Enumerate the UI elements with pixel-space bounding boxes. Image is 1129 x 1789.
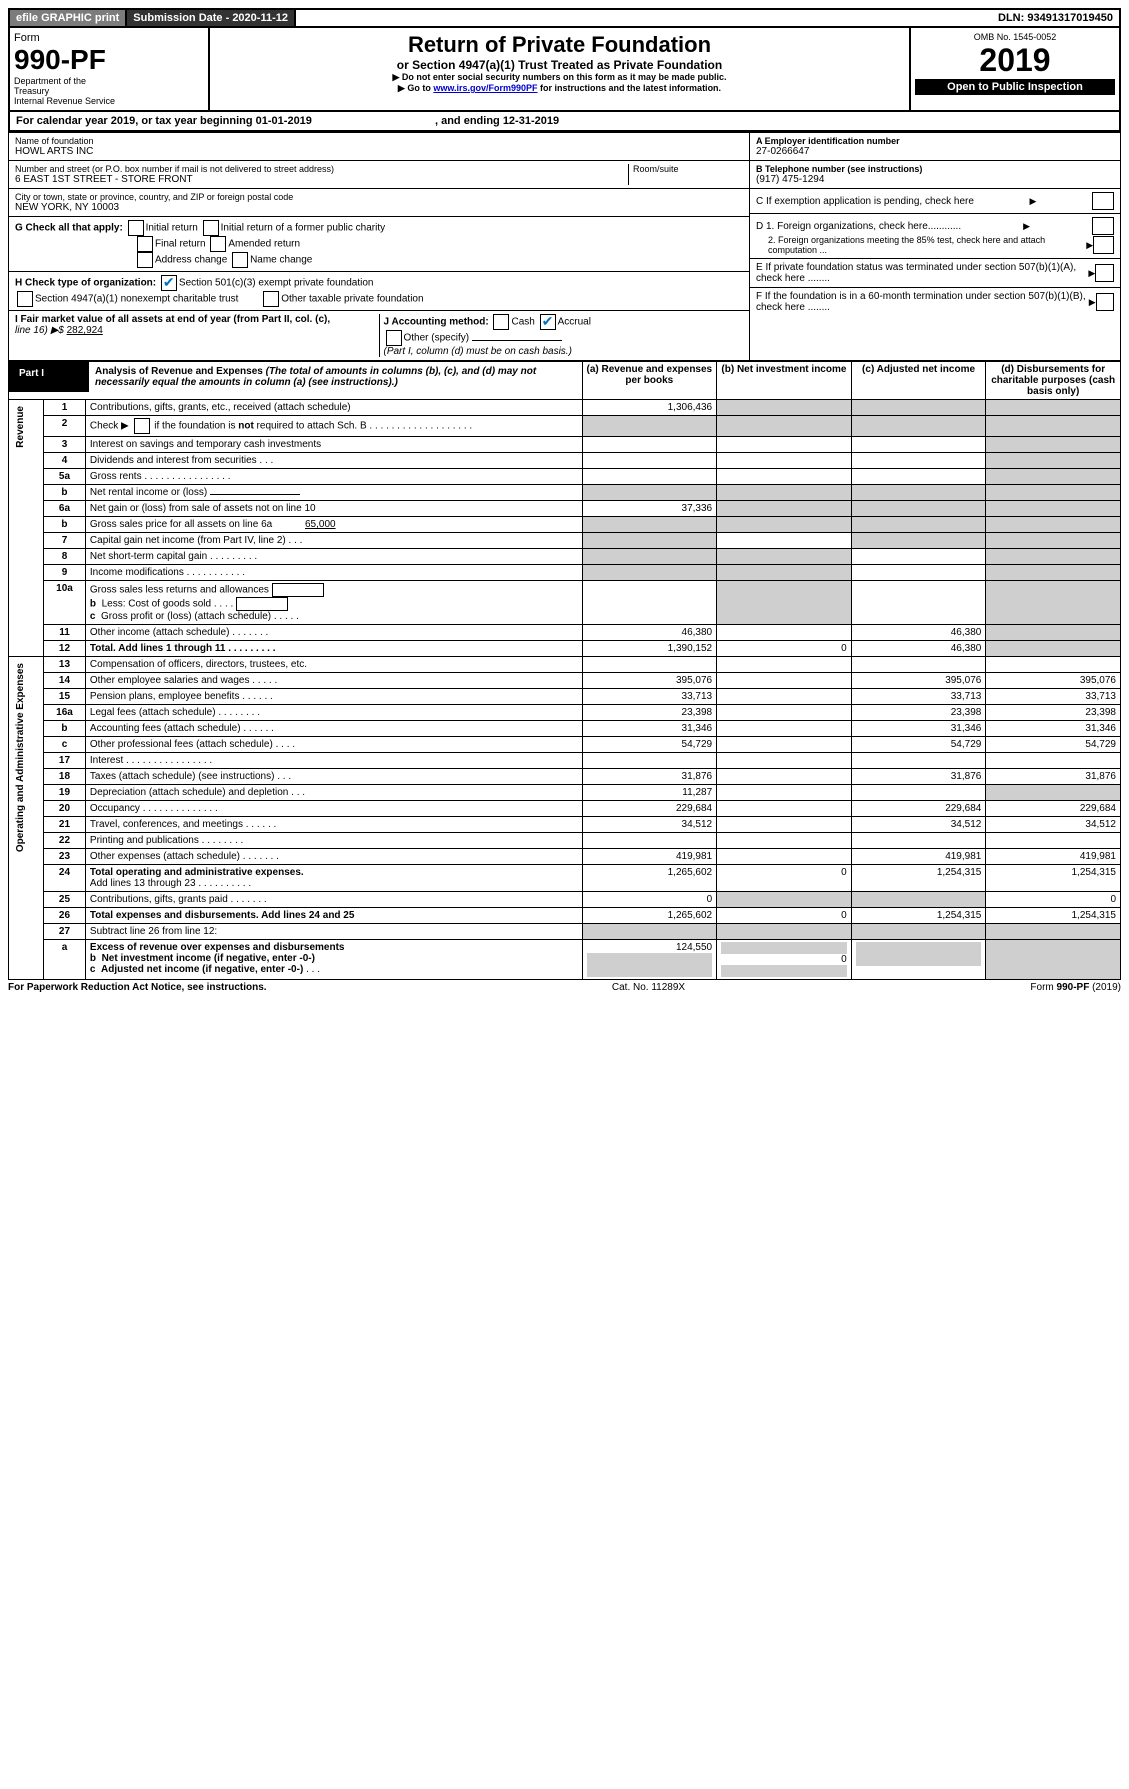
form-header: Form 990-PF Department of the Treasury I… — [8, 28, 1121, 112]
f-label: F If the foundation is in a 60-month ter… — [756, 291, 1089, 313]
cb-addr[interactable] — [137, 252, 153, 268]
col-c: (c) Adjusted net income — [851, 362, 986, 400]
dept-3: Internal Revenue Service — [14, 96, 204, 106]
col-a: (a) Revenue and expenses per books — [582, 362, 717, 400]
cb-cash[interactable] — [493, 314, 509, 330]
dept-1: Department of the — [14, 76, 204, 86]
col-b: (b) Net investment income — [717, 362, 852, 400]
top-bar: efile GRAPHIC print Submission Date - 20… — [8, 8, 1121, 28]
warn-1: ▶ Do not enter social security numbers o… — [220, 72, 899, 83]
calendar-year-row: For calendar year 2019, or tax year begi… — [8, 112, 1121, 132]
part1-label: Part I — [9, 362, 89, 392]
name-label: Name of foundation — [15, 136, 743, 146]
cb-d2[interactable] — [1093, 236, 1114, 254]
form-label: Form — [14, 32, 204, 44]
cb-initial-former[interactable] — [203, 220, 219, 236]
addr-value: 6 EAST 1ST STREET - STORE FRONT — [15, 174, 628, 185]
part1-table: Part I Analysis of Revenue and Expenses … — [8, 361, 1121, 980]
efile-btn[interactable]: efile GRAPHIC print — [10, 10, 127, 26]
footer-center: Cat. No. 11289X — [612, 982, 685, 993]
d2-label: 2. Foreign organizations meeting the 85%… — [756, 235, 1086, 255]
form-subtitle: or Section 4947(a)(1) Trust Treated as P… — [220, 58, 899, 72]
cb-4947[interactable] — [17, 291, 33, 307]
h-row: H Check type of organization: Section 50… — [9, 272, 749, 311]
addr-label: Number and street (or P.O. box number if… — [15, 164, 628, 174]
room-label: Room/suite — [628, 164, 743, 185]
foundation-name: HOWL ARTS INC — [15, 146, 743, 157]
d1-label: D 1. Foreign organizations, check here..… — [756, 221, 961, 232]
cb-name[interactable] — [232, 252, 248, 268]
submission-date: Submission Date - 2020-11-12 — [127, 10, 296, 26]
city-value: NEW YORK, NY 10003 — [15, 202, 743, 213]
j-note: (Part I, column (d) must be on cash basi… — [384, 346, 572, 357]
g-row: G Check all that apply: Initial return I… — [9, 217, 749, 272]
i-label: I Fair market value of all assets at end… — [15, 314, 330, 325]
cb-accrual[interactable] — [540, 314, 556, 330]
footer-right: Form 990-PF (2019) — [1030, 982, 1121, 993]
dept-2: Treasury — [14, 86, 204, 96]
form-number: 990-PF — [14, 44, 204, 76]
phone-value: (917) 475-1294 — [756, 174, 1114, 185]
cb-c[interactable] — [1092, 192, 1114, 210]
dln: DLN: 93491317019450 — [992, 10, 1119, 26]
cb-f[interactable] — [1096, 293, 1114, 311]
irs-link[interactable]: www.irs.gov/Form990PF — [433, 83, 537, 93]
page-footer: For Paperwork Reduction Act Notice, see … — [8, 980, 1121, 993]
col-d: (d) Disbursements for charitable purpose… — [986, 362, 1121, 400]
form-title: Return of Private Foundation — [220, 32, 899, 58]
ein-value: 27-0266647 — [756, 146, 1114, 157]
cb-other-tax[interactable] — [263, 291, 279, 307]
fmv-value: 282,924 — [67, 325, 103, 336]
cb-d1[interactable] — [1092, 217, 1114, 235]
open-public: Open to Public Inspection — [915, 79, 1115, 95]
cb-amended[interactable] — [210, 236, 226, 252]
e-label: E If private foundation status was termi… — [756, 262, 1088, 284]
cb-initial[interactable] — [128, 220, 144, 236]
cb-final[interactable] — [137, 236, 153, 252]
cb-501c3[interactable] — [161, 275, 177, 291]
cb-e[interactable] — [1095, 264, 1114, 282]
warn-2: ▶ Go to www.irs.gov/Form990PF for instru… — [220, 83, 899, 94]
cb-other-acct[interactable] — [386, 330, 402, 346]
info-block: Name of foundation HOWL ARTS INC Number … — [8, 132, 1121, 361]
omb: OMB No. 1545-0052 — [915, 32, 1115, 42]
phone-label: B Telephone number (see instructions) — [756, 164, 1114, 174]
cb-schb[interactable] — [134, 418, 150, 434]
tax-year: 2019 — [915, 42, 1115, 79]
footer-left: For Paperwork Reduction Act Notice, see … — [8, 982, 267, 993]
revenue-label: Revenue — [13, 402, 28, 452]
ein-label: A Employer identification number — [756, 136, 1114, 146]
expenses-label: Operating and Administrative Expenses — [13, 659, 28, 856]
c-label: C If exemption application is pending, c… — [756, 196, 974, 207]
city-label: City or town, state or province, country… — [15, 192, 743, 202]
